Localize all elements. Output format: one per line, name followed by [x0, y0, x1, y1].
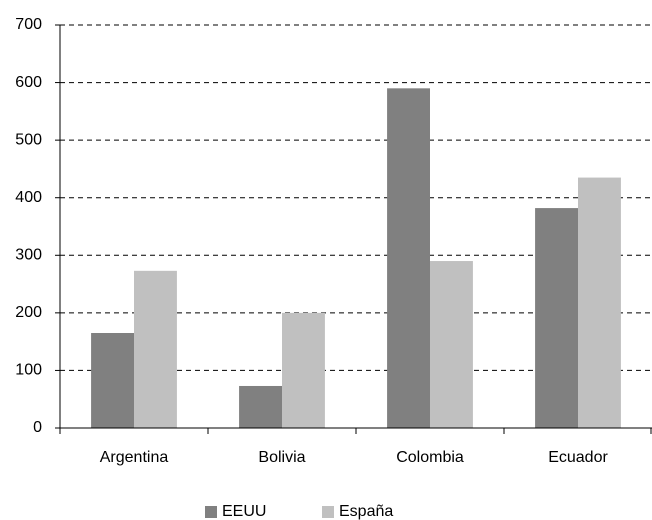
- x-tick-label: Colombia: [396, 449, 464, 466]
- y-tick-label: 700: [15, 16, 42, 33]
- bar: [239, 385, 282, 428]
- legend-swatch: [205, 506, 217, 518]
- legend-label: EEUU: [222, 503, 266, 520]
- y-tick-label: 600: [15, 74, 42, 91]
- x-tick-label: Bolivia: [258, 449, 305, 466]
- bar: [535, 208, 578, 428]
- y-tick-label: 500: [15, 131, 42, 148]
- y-tick-label: 300: [15, 247, 42, 264]
- y-tick-label: 0: [33, 419, 42, 436]
- legend-label: España: [339, 503, 393, 520]
- y-tick-label: 100: [15, 362, 42, 379]
- bar: [387, 88, 430, 428]
- y-tick-label: 400: [15, 189, 42, 206]
- bar: [578, 177, 621, 428]
- legend-swatch: [322, 506, 334, 518]
- bar: [134, 270, 177, 428]
- x-tick-label: Argentina: [100, 449, 169, 466]
- bar: [91, 333, 134, 428]
- x-tick-label: Ecuador: [548, 449, 608, 466]
- bar: [282, 312, 325, 428]
- y-tick-label: 200: [15, 304, 42, 321]
- bar: [430, 261, 473, 428]
